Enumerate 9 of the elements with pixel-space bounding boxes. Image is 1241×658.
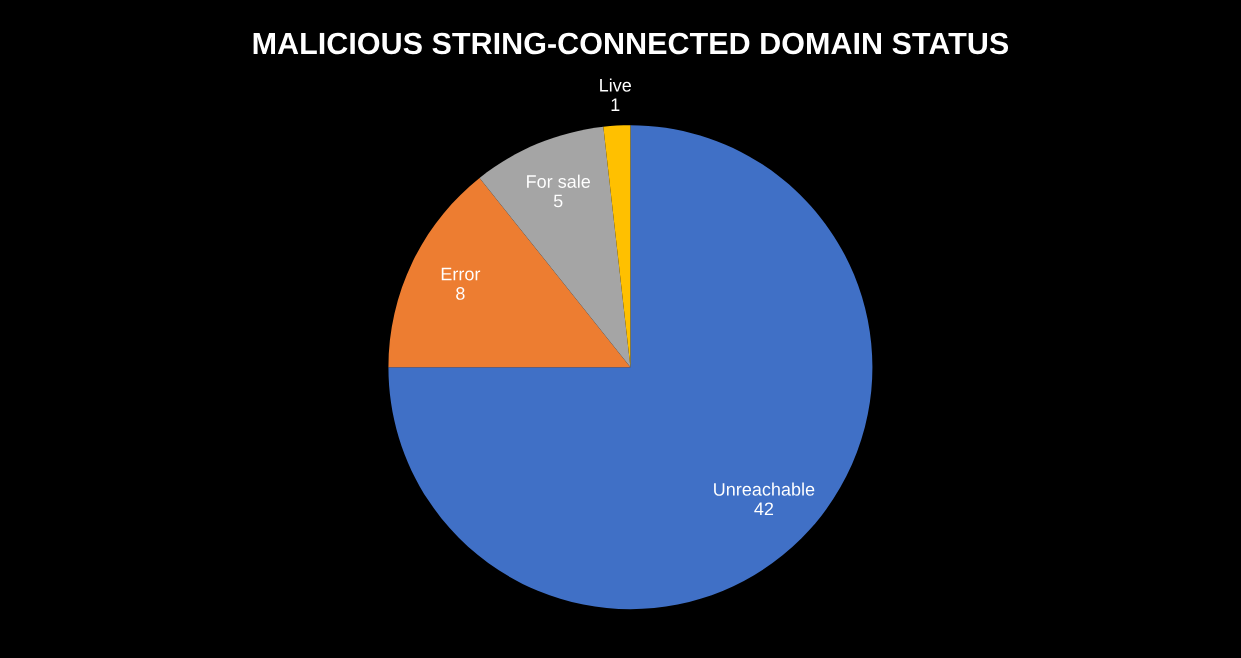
- chart-title: MALICIOUS STRING-CONNECTED DOMAIN STATUS: [253, 32, 1009, 55]
- slice-label: Unreachable: [714, 482, 815, 496]
- slice-label: For sale: [527, 174, 591, 188]
- data-label: 1: [611, 98, 620, 111]
- slice-label: Live: [600, 78, 631, 92]
- data-label: 5: [553, 194, 563, 208]
- data-label: 42: [754, 502, 774, 516]
- slice-label: Error: [441, 267, 481, 281]
- data-label: 8: [456, 287, 465, 300]
